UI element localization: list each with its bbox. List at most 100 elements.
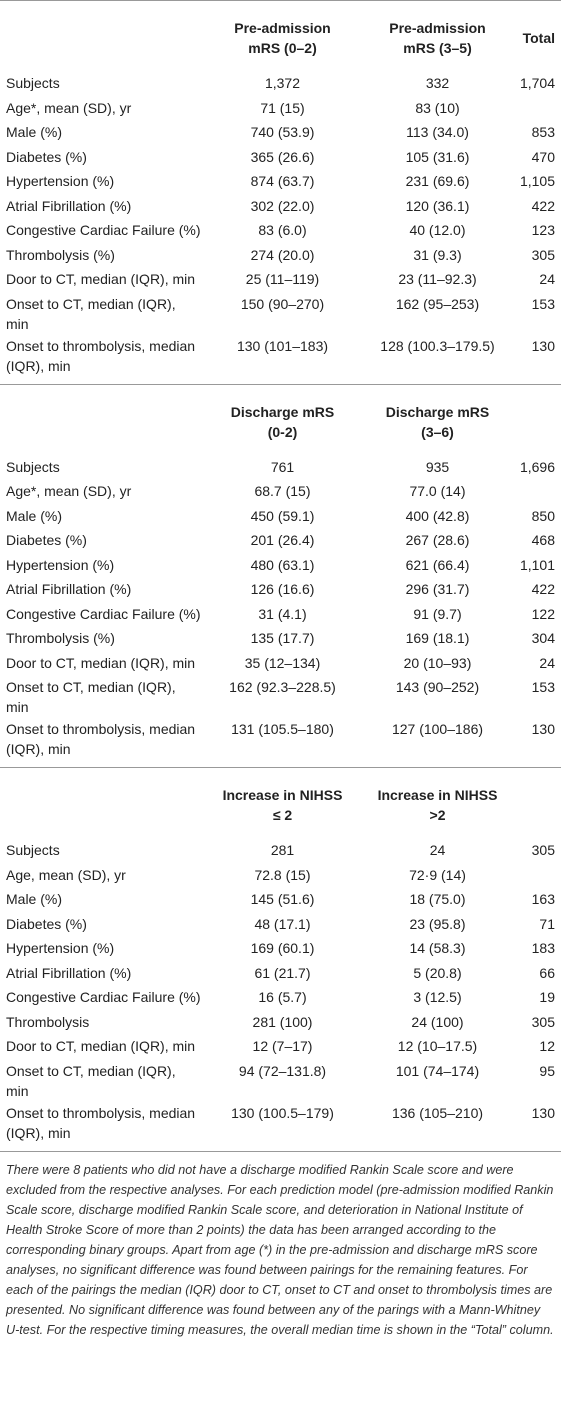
row-label: Age, mean (SD), yr	[6, 866, 126, 883]
header-line: Discharge mRS	[230, 403, 335, 420]
cell-value: 77.0 (14)	[409, 483, 466, 499]
cell-value: 61 (21.7)	[254, 964, 311, 981]
row-label: Thrombolysis (%)	[6, 630, 115, 646]
header-line: ≤ 2	[272, 807, 293, 823]
cell-value: 231 (69.6)	[405, 173, 470, 189]
table-row: Diabetes (%) 365 (26.6) 105 (31.6) 470	[0, 145, 561, 170]
cell-value: 183	[531, 940, 555, 956]
cell-value: 19	[539, 989, 555, 1005]
cell-value: 281	[270, 842, 295, 858]
cell-value: 468	[531, 532, 555, 548]
header-line: (0-2)	[267, 423, 298, 440]
row-label: Diabetes (%)	[6, 915, 87, 932]
cell-value: 130	[531, 337, 555, 354]
header-line: >2	[429, 807, 446, 823]
cell-value: 12	[539, 1038, 555, 1054]
cell-value: 23 (11–92.3)	[398, 271, 477, 287]
row-label: Diabetes (%)	[6, 532, 87, 548]
header-cell: Discharge mRS (0-2)	[205, 402, 360, 442]
row-label: Male (%)	[6, 124, 63, 140]
cell-value: 72·9 (14)	[409, 866, 466, 883]
cell-value: 1,101	[519, 556, 555, 573]
row-label: Thrombolysis	[6, 1013, 90, 1030]
cell-value: 422	[531, 197, 555, 214]
table-row: Thrombolysis 281 (100) 24 (100) 305	[0, 1010, 561, 1035]
table-row: Onset to thrombolysis, median (IQR), min…	[0, 717, 561, 759]
cell-value: 113 (34.0)	[406, 124, 469, 140]
cell-value: 281 (100)	[252, 1013, 313, 1030]
header-row: Pre-admission mRS (0–2) Pre-admission mRS (…	[0, 1, 561, 71]
cell-value: 761	[270, 458, 295, 475]
cell-value: 169 (18.1)	[405, 630, 470, 646]
cell-value: 136 (105–210)	[391, 1104, 484, 1121]
table-row: Subjects 1,372 332 1,704	[0, 71, 561, 96]
table-row: Hypertension (%) 169 (60.1) 14 (58.3) 183	[0, 936, 561, 961]
cell-value: 130	[531, 721, 555, 737]
cell-value: 120 (36.1)	[405, 197, 470, 214]
table-row: Hypertension (%) 480 (63.1) 621 (66.4) 1,10…	[0, 553, 561, 578]
row-label: Thrombolysis (%)	[6, 246, 115, 263]
row-label: Onset to thrombolysis, median (IQR), min	[6, 337, 196, 374]
header-line: mRS (3–5)	[403, 40, 472, 56]
cell-value: 48 (17.1)	[254, 915, 311, 932]
table-row: Diabetes (%) 201 (26.4) 267 (28.6) 468	[0, 528, 561, 553]
cell-value: 163	[531, 891, 555, 907]
row-label: Atrial Fibrillation (%)	[6, 964, 132, 981]
header-line: Increase in NIHSS	[377, 787, 498, 803]
cell-value: 850	[531, 507, 555, 524]
cell-value: 450 (59.1)	[250, 507, 315, 524]
table-row: Onset to thrombolysis, median (IQR), min…	[0, 1101, 561, 1143]
row-label: Subjects	[6, 75, 60, 91]
header-line: Increase in NIHSS	[222, 787, 343, 803]
cell-value: 123	[531, 222, 555, 238]
header-cell: Pre-admission mRS (0–2)	[205, 18, 360, 58]
cell-value: 130	[531, 1104, 555, 1121]
cell-value: 305	[531, 1013, 555, 1030]
cell-value: 24 (100)	[411, 1013, 464, 1030]
cell-value: 91 (9.7)	[413, 605, 462, 622]
cell-value: 126 (16.6)	[250, 581, 315, 597]
row-label: Onset to CT, median (IQR), min	[6, 295, 176, 332]
cell-value	[515, 479, 561, 481]
row-label: Hypertension (%)	[6, 940, 115, 956]
table-row: Door to CT, median (IQR), min 12 (7–17) 12…	[0, 1034, 561, 1059]
cell-value: 24	[539, 654, 555, 671]
cell-value: 12 (7–17)	[252, 1038, 313, 1054]
cell-value: 143 (90–252)	[395, 679, 480, 695]
row-label: Onset to thrombolysis, median (IQR), min	[6, 721, 196, 757]
cell-value: 23 (95.8)	[409, 915, 466, 932]
table-row: Congestive Cardiac Failure (%) 83 (6.0) 40…	[0, 218, 561, 243]
row-label: Subjects	[6, 842, 60, 858]
table-row: Subjects 761 935 1,696	[0, 455, 561, 480]
cell-value: 365 (26.6)	[250, 148, 315, 165]
header-cell: Pre-admission mRS (3–5)	[360, 18, 515, 58]
row-label: Atrial Fibrillation (%)	[6, 197, 132, 214]
row-label: Congestive Cardiac Failure (%)	[6, 605, 201, 622]
header-row: Discharge mRS (0-2) Discharge mRS (3–6)	[0, 385, 561, 455]
row-label: Diabetes (%)	[6, 148, 87, 165]
cell-value: 24	[429, 842, 446, 858]
cell-value: 153	[531, 679, 555, 695]
row-label: Male (%)	[6, 891, 63, 907]
cell-value: 20 (10–93)	[403, 654, 472, 671]
row-label: Congestive Cardiac Failure (%)	[6, 989, 201, 1005]
cell-value: 305	[531, 842, 555, 858]
table-row: Onset to CT, median (IQR), min 162 (92.3–…	[0, 675, 561, 717]
cell-value: 296 (31.7)	[405, 581, 470, 597]
cell-value: 130 (100.5–179)	[231, 1104, 334, 1121]
cell-value: 101 (74–174)	[395, 1062, 480, 1079]
cell-value: 122	[531, 605, 555, 622]
table-row: Hypertension (%) 874 (63.7) 231 (69.6) 1,10…	[0, 169, 561, 194]
cell-value: 25 (11–119)	[245, 271, 320, 287]
table-row: Atrial Fibrillation (%) 126 (16.6) 296 (31…	[0, 577, 561, 602]
cell-value: 304	[531, 630, 555, 646]
cell-value: 130 (101–183)	[236, 337, 329, 354]
cell-value: 274 (20.0)	[250, 246, 315, 263]
cell-value: 267 (28.6)	[405, 532, 470, 548]
cell-value: 162 (95–253)	[395, 295, 480, 312]
table-row: Male (%) 740 (53.9) 113 (34.0) 853	[0, 120, 561, 145]
table: Pre-admission mRS (0–2) Pre-admission mRS (…	[0, 0, 561, 1152]
cell-value: 72.8 (15)	[254, 866, 311, 883]
cell-value: 83 (10)	[415, 99, 460, 116]
cell-value: 12 (10–17.5)	[397, 1038, 478, 1054]
